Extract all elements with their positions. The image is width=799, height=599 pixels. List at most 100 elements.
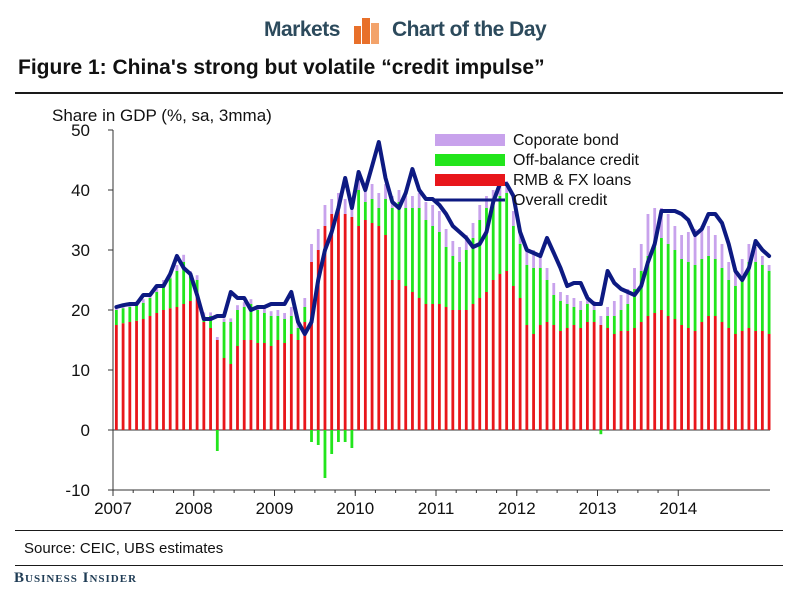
bar-rmb-fx-loans xyxy=(390,280,394,430)
bar-corporate-bond xyxy=(693,229,697,265)
bar-corporate-bond xyxy=(565,295,569,304)
bar-rmb-fx-loans xyxy=(666,316,670,430)
bar-off-balance-credit xyxy=(740,277,744,331)
bar-rmb-fx-loans xyxy=(760,331,764,430)
bar-off-balance-credit xyxy=(565,304,569,328)
bar-off-balance-credit xyxy=(458,262,461,310)
bar-rmb-fx-loans xyxy=(693,331,697,430)
bar-off-balance-credit xyxy=(377,208,381,226)
bar-rmb-fx-loans xyxy=(316,250,320,430)
bar-corporate-bond xyxy=(263,308,266,313)
bar-off-balance-credit xyxy=(222,322,226,358)
bar-rmb-fx-loans xyxy=(370,223,374,430)
bar-off-balance-credit xyxy=(296,328,300,340)
bar-rmb-fx-loans xyxy=(471,304,475,430)
bar-rmb-fx-loans xyxy=(518,298,522,430)
bar-rmb-fx-loans xyxy=(707,316,710,430)
bar-rmb-fx-loans xyxy=(478,298,482,430)
bar-corporate-bond xyxy=(612,301,616,316)
business-insider-logo: Business Insider xyxy=(14,570,138,586)
overall-credit-line-layer xyxy=(114,140,772,336)
bar-rmb-fx-loans xyxy=(283,343,286,430)
legend-swatch-rmb-fx-loans xyxy=(435,174,505,186)
bar-corporate-bond xyxy=(713,235,717,259)
bar-rmb-fx-loans xyxy=(242,340,246,430)
bar-rmb-fx-loans xyxy=(121,323,125,430)
bar-off-balance-credit xyxy=(646,256,650,316)
bar-off-balance-credit xyxy=(626,304,630,331)
bar-rmb-fx-loans xyxy=(363,220,367,430)
bar-off-balance-credit xyxy=(478,220,482,298)
bar-corporate-bond xyxy=(734,268,737,286)
bar-rmb-fx-loans xyxy=(511,286,515,430)
bar-corporate-bond xyxy=(444,229,448,247)
bar-off-balance-credit xyxy=(720,268,724,322)
bar-off-balance-credit xyxy=(538,268,542,325)
bar-off-balance-credit xyxy=(411,208,414,292)
bar-rmb-fx-loans xyxy=(135,320,138,430)
bar-off-balance-credit xyxy=(283,319,286,343)
bar-rmb-fx-loans xyxy=(505,271,509,430)
bar-corporate-bond xyxy=(673,226,677,250)
bar-corporate-bond xyxy=(545,268,549,280)
bar-corporate-bond xyxy=(498,184,502,196)
bar-off-balance-credit xyxy=(693,265,697,331)
bar-rmb-fx-loans xyxy=(357,226,361,430)
bar-off-balance-credit xyxy=(337,430,340,442)
bar-off-balance-credit xyxy=(686,262,690,328)
bar-off-balance-credit xyxy=(511,226,515,286)
bar-rmb-fx-loans xyxy=(653,313,657,430)
bar-rmb-fx-loans xyxy=(498,274,502,430)
bar-off-balance-credit xyxy=(505,193,509,271)
bar-corporate-bond xyxy=(316,229,320,250)
bar-off-balance-credit xyxy=(734,286,737,334)
bar-rmb-fx-loans xyxy=(485,292,488,430)
bar-rmb-fx-loans xyxy=(559,331,562,430)
bar-corporate-bond xyxy=(209,312,212,316)
bar-rmb-fx-loans xyxy=(660,310,663,430)
bar-rmb-fx-loans xyxy=(162,310,165,430)
bar-corporate-bond xyxy=(236,305,239,310)
bar-off-balance-credit xyxy=(431,226,435,304)
credit-impulse-chart: -10 0 10 20 30 40 50 2007 2008 2009 2010 2011 2012 20… xyxy=(52,106,772,518)
bar-corporate-bond xyxy=(141,299,145,303)
legend-label: Coporate bond xyxy=(513,132,619,149)
bar-corporate-bond xyxy=(720,244,724,268)
bar-off-balance-credit xyxy=(188,277,192,301)
bar-off-balance-credit xyxy=(586,304,589,322)
bar-off-balance-credit xyxy=(559,301,562,331)
y-tick-label: 40 xyxy=(71,181,90,200)
bar-corporate-bond xyxy=(579,301,583,310)
bar-off-balance-credit xyxy=(350,430,354,448)
bar-rmb-fx-loans xyxy=(458,310,461,430)
bar-off-balance-credit xyxy=(485,208,488,292)
bar-off-balance-credit xyxy=(310,430,313,442)
bar-rmb-fx-loans xyxy=(397,280,401,430)
bar-corporate-bond xyxy=(599,316,603,325)
bar-corporate-bond xyxy=(767,265,771,271)
bar-rmb-fx-loans xyxy=(451,310,455,430)
bar-rmb-fx-loans xyxy=(384,235,387,430)
bar-off-balance-credit xyxy=(330,430,334,454)
bar-off-balance-credit xyxy=(114,310,118,325)
bar-corporate-bond xyxy=(175,265,179,271)
bar-off-balance-credit xyxy=(229,322,233,364)
bar-off-balance-credit xyxy=(498,196,502,274)
bar-off-balance-credit xyxy=(532,268,535,334)
bar-off-balance-credit xyxy=(155,292,159,313)
bar-off-balance-credit xyxy=(303,307,307,322)
x-tick-label: 2013 xyxy=(579,499,617,518)
bar-corporate-bond xyxy=(525,247,529,265)
bar-rmb-fx-loans xyxy=(532,334,535,430)
bar-rmb-fx-loans xyxy=(525,325,529,430)
bar-corporate-bond xyxy=(754,247,758,262)
bar-rmb-fx-loans xyxy=(215,340,219,430)
source-note: Source: CEIC, UBS estimates xyxy=(24,540,224,557)
bar-corporate-bond xyxy=(363,187,367,202)
bar-off-balance-credit xyxy=(135,305,138,321)
bar-off-balance-credit xyxy=(713,259,717,316)
bar-rmb-fx-loans xyxy=(296,340,300,430)
bar-rmb-fx-loans xyxy=(565,328,569,430)
bar-off-balance-credit xyxy=(660,238,663,310)
bar-off-balance-credit xyxy=(592,310,596,322)
